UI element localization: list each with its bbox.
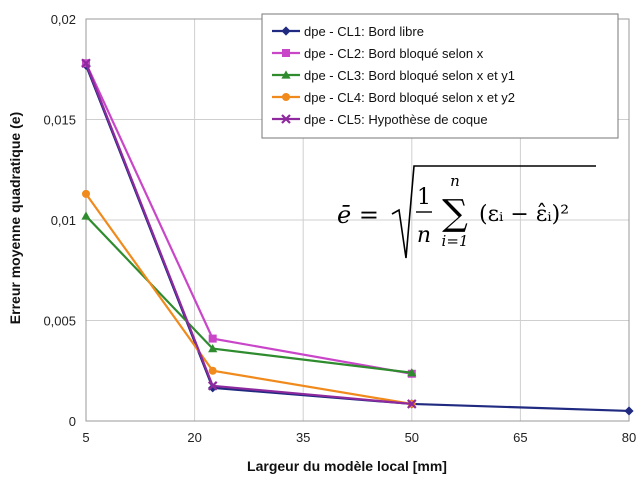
data-point: [281, 114, 291, 124]
legend-label: dpe - CL3: Bord bloqué selon x et y1: [304, 68, 515, 83]
x-tick-label: 50: [405, 430, 419, 445]
data-point: [208, 344, 218, 353]
legend-label: dpe - CL5: Hypothèse de coque: [304, 112, 488, 127]
legend-item: dpe - CL5: Hypothèse de coque: [272, 112, 488, 127]
tick-labels: 5 20 35 50 65 80 0 0,005 0,01 0,015 0,02: [43, 12, 636, 445]
formula-numerator: 1: [417, 185, 431, 210]
x-tick-label: 65: [513, 430, 527, 445]
y-tick-label: 0,02: [51, 12, 76, 27]
data-point: [624, 406, 634, 416]
legend-item: dpe - CL2: Bord bloqué selon x: [272, 46, 484, 61]
series-layer: [81, 58, 634, 416]
formula-sum-lower: i=1: [442, 232, 469, 250]
formula-denominator: n: [417, 223, 431, 248]
formula-sum-upper: n: [450, 172, 460, 190]
y-tick-label: 0: [69, 414, 76, 429]
data-point: [282, 49, 290, 57]
data-point: [281, 26, 291, 36]
formula: ē = 1 n n ∑ i=1 (εᵢ − ε̂ᵢ)²: [337, 165, 596, 259]
x-tick-label: 20: [187, 430, 201, 445]
data-point: [207, 381, 218, 391]
data-point: [208, 334, 217, 343]
legend-box: [261, 13, 619, 139]
data-point: [208, 383, 218, 393]
formula-radical: [391, 165, 596, 259]
legend-item: dpe - CL1: Bord libre: [272, 24, 424, 39]
data-point: [407, 399, 417, 409]
data-point: [81, 58, 91, 68]
x-tick-label: 5: [82, 430, 89, 445]
y-tick-label: 0,015: [43, 113, 76, 128]
legend-label: dpe - CL4: Bord bloqué selon x et y2: [304, 90, 515, 105]
data-point: [82, 189, 90, 198]
x-axis-label: Largeur du modèle local [mm]: [247, 458, 447, 474]
series-3: [81, 211, 417, 377]
data-point: [208, 366, 217, 375]
series-5: [81, 58, 417, 409]
x-tick-label: 80: [622, 430, 636, 445]
x-tick-label: 35: [296, 430, 310, 445]
y-tick-label: 0,01: [51, 213, 76, 228]
y-tick-label: 0,005: [43, 314, 76, 329]
legend: dpe - CL1: Bord libre dpe - CL2: Bord blo…: [261, 13, 619, 139]
legend-item: dpe - CL4: Bord bloqué selon x et y2: [272, 90, 515, 105]
formula-lhs: ē =: [337, 201, 379, 229]
data-point: [281, 70, 291, 79]
legend-label: dpe - CL2: Bord bloqué selon x: [304, 46, 484, 61]
data-point: [407, 368, 417, 377]
formula-body: (εᵢ − ε̂ᵢ)²: [479, 202, 569, 227]
data-point: [282, 93, 290, 101]
formula-sum-symbol: ∑: [442, 193, 468, 234]
data-point: [81, 211, 91, 220]
y-axis-label: Erreur moyenne quadratique (e): [7, 112, 23, 324]
legend-item: dpe - CL3: Bord bloqué selon x et y1: [272, 68, 515, 83]
legend-label: dpe - CL1: Bord libre: [304, 24, 424, 39]
